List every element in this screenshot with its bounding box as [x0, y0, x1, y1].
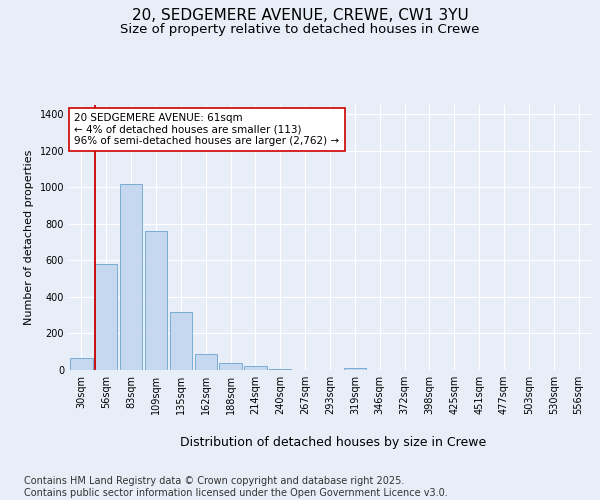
Bar — [145, 231, 167, 370]
Bar — [344, 368, 366, 370]
Bar — [70, 358, 92, 370]
Text: 20 SEDGEMERE AVENUE: 61sqm
← 4% of detached houses are smaller (113)
96% of semi: 20 SEDGEMERE AVENUE: 61sqm ← 4% of detac… — [74, 113, 340, 146]
Bar — [269, 368, 292, 370]
Bar — [95, 264, 118, 370]
Y-axis label: Number of detached properties: Number of detached properties — [24, 150, 34, 325]
Bar — [220, 362, 242, 370]
Text: Size of property relative to detached houses in Crewe: Size of property relative to detached ho… — [121, 22, 479, 36]
Bar — [120, 184, 142, 370]
Text: Contains HM Land Registry data © Crown copyright and database right 2025.
Contai: Contains HM Land Registry data © Crown c… — [24, 476, 448, 498]
Text: 20, SEDGEMERE AVENUE, CREWE, CW1 3YU: 20, SEDGEMERE AVENUE, CREWE, CW1 3YU — [131, 8, 469, 22]
Bar — [244, 366, 266, 370]
Bar — [194, 354, 217, 370]
Text: Distribution of detached houses by size in Crewe: Distribution of detached houses by size … — [180, 436, 486, 449]
Bar — [170, 312, 192, 370]
